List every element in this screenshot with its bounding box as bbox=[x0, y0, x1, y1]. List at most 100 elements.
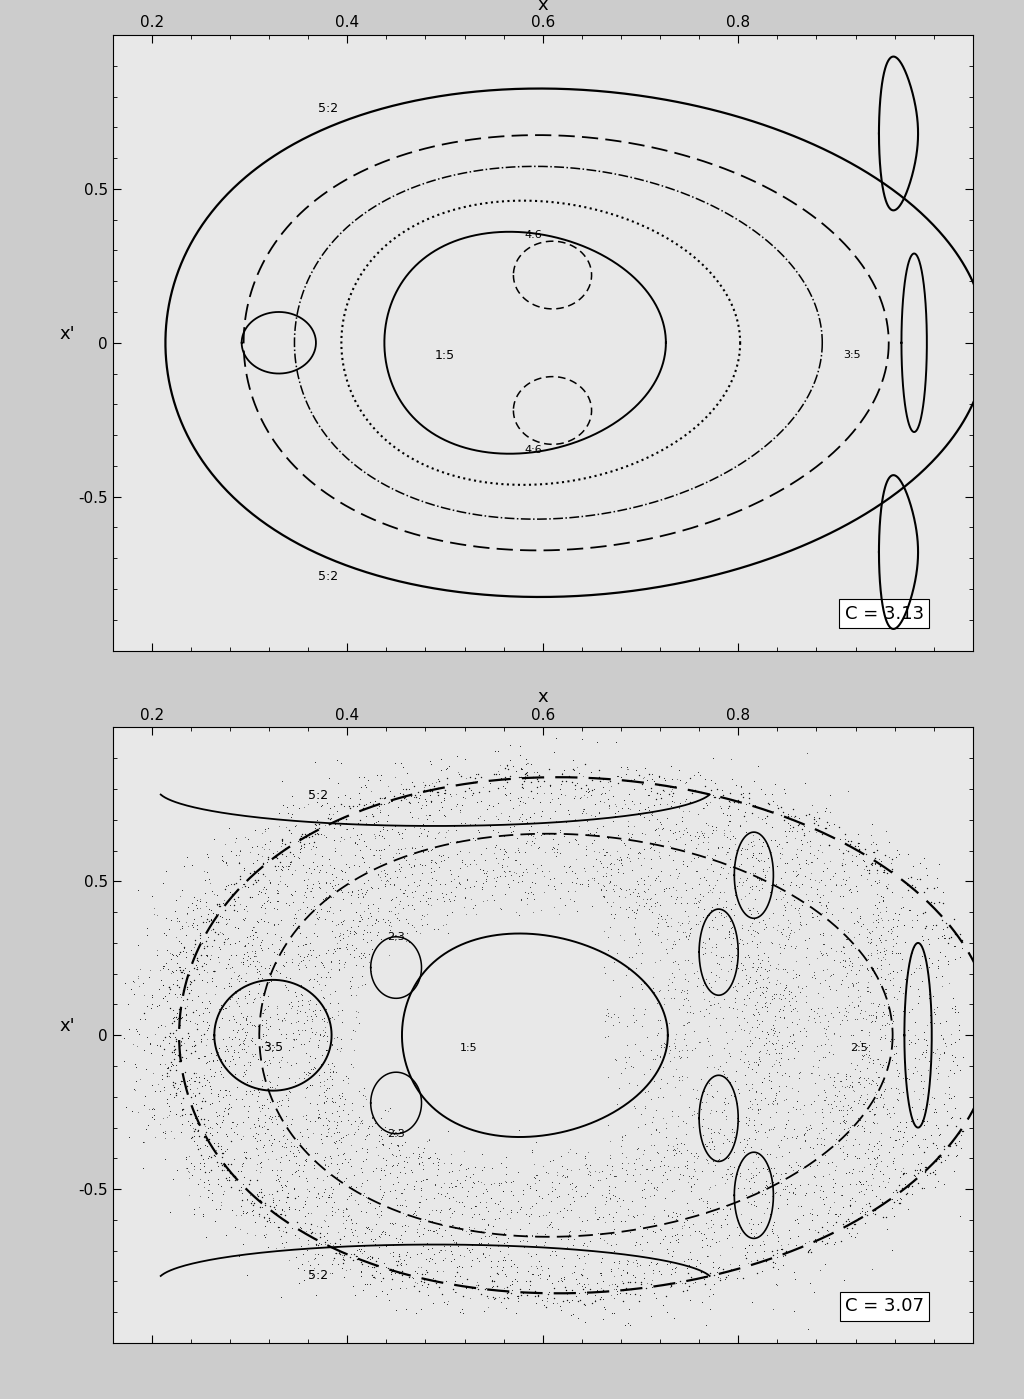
Point bbox=[615, 1259, 632, 1281]
Point bbox=[839, 1143, 855, 1165]
Point bbox=[540, 1182, 556, 1205]
Point bbox=[793, 1060, 809, 1083]
Point bbox=[256, 1207, 272, 1230]
Point bbox=[146, 897, 163, 919]
Point bbox=[772, 888, 788, 911]
Point bbox=[707, 1055, 723, 1077]
Point bbox=[761, 1118, 777, 1140]
Point bbox=[434, 881, 451, 904]
Point bbox=[227, 979, 244, 1002]
Point bbox=[812, 1034, 828, 1056]
Point bbox=[460, 1157, 476, 1179]
Point bbox=[894, 1135, 910, 1157]
Point bbox=[702, 898, 719, 921]
Point bbox=[877, 1175, 893, 1198]
Point bbox=[932, 1011, 948, 1034]
Point bbox=[324, 1069, 340, 1091]
Point bbox=[387, 895, 403, 918]
Point bbox=[729, 957, 745, 979]
Point bbox=[397, 1130, 414, 1153]
Point bbox=[354, 928, 371, 950]
Point bbox=[209, 1004, 225, 1027]
Point bbox=[285, 891, 301, 914]
Point bbox=[173, 1045, 189, 1067]
Point bbox=[346, 1283, 362, 1305]
Point bbox=[260, 1237, 276, 1259]
Point bbox=[668, 879, 684, 901]
Point bbox=[643, 1123, 659, 1146]
Point bbox=[385, 1172, 401, 1195]
Point bbox=[407, 1202, 423, 1224]
Point bbox=[160, 958, 176, 981]
Point bbox=[417, 1272, 433, 1294]
Point bbox=[835, 897, 851, 919]
Point bbox=[770, 953, 786, 975]
Point bbox=[613, 1129, 630, 1151]
Point bbox=[529, 1223, 546, 1245]
Point bbox=[454, 1297, 470, 1319]
Point bbox=[635, 1203, 651, 1226]
Point bbox=[447, 1174, 464, 1196]
Point bbox=[254, 1013, 270, 1035]
Point bbox=[647, 894, 664, 916]
Point bbox=[597, 1167, 613, 1189]
Point bbox=[802, 1156, 818, 1178]
Point bbox=[423, 873, 439, 895]
Point bbox=[261, 1209, 278, 1231]
Point bbox=[354, 846, 371, 869]
Point bbox=[130, 965, 146, 988]
Point bbox=[863, 944, 880, 967]
Point bbox=[238, 1083, 254, 1105]
Point bbox=[565, 1228, 582, 1251]
Point bbox=[446, 1199, 463, 1221]
Point bbox=[172, 958, 188, 981]
Point bbox=[702, 1128, 719, 1150]
Point bbox=[766, 1023, 782, 1045]
Point bbox=[146, 904, 163, 926]
Point bbox=[722, 1154, 738, 1177]
Point bbox=[151, 1073, 167, 1095]
Point bbox=[454, 849, 470, 872]
Point bbox=[483, 1249, 500, 1272]
Point bbox=[203, 909, 219, 932]
Point bbox=[792, 981, 808, 1003]
Point bbox=[298, 886, 314, 908]
Point bbox=[632, 803, 648, 825]
Point bbox=[275, 940, 292, 963]
Point bbox=[364, 967, 380, 989]
Point bbox=[451, 1191, 467, 1213]
Point bbox=[754, 807, 770, 830]
Point bbox=[760, 946, 776, 968]
Point bbox=[478, 1191, 495, 1213]
Point bbox=[612, 877, 629, 900]
Point bbox=[143, 986, 160, 1009]
Point bbox=[483, 1186, 500, 1209]
Point bbox=[834, 968, 850, 990]
Point bbox=[302, 862, 318, 884]
Point bbox=[301, 831, 317, 853]
Text: 2:3: 2:3 bbox=[387, 1129, 404, 1139]
Point bbox=[663, 1274, 679, 1297]
Point bbox=[172, 1035, 188, 1058]
Point bbox=[865, 841, 882, 863]
Point bbox=[394, 755, 411, 778]
Point bbox=[256, 1195, 272, 1217]
Point bbox=[618, 845, 635, 867]
Point bbox=[535, 800, 551, 823]
Point bbox=[805, 1150, 821, 1172]
Point bbox=[272, 1094, 289, 1116]
Point bbox=[284, 1217, 300, 1240]
Point bbox=[664, 936, 680, 958]
Point bbox=[856, 1076, 872, 1098]
Point bbox=[732, 1223, 749, 1245]
Point bbox=[164, 1011, 180, 1034]
Point bbox=[144, 1062, 161, 1084]
Point bbox=[816, 1032, 833, 1055]
Point bbox=[505, 797, 521, 820]
Point bbox=[196, 937, 212, 960]
Point bbox=[222, 1130, 239, 1153]
Point bbox=[332, 1087, 348, 1109]
Point bbox=[342, 977, 358, 999]
Point bbox=[287, 1070, 303, 1093]
Point bbox=[225, 961, 242, 983]
